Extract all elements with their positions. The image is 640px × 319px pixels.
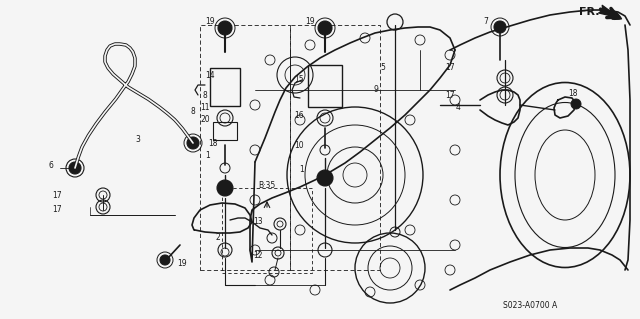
Text: 16: 16 <box>294 110 304 120</box>
Text: 3: 3 <box>136 136 140 145</box>
Circle shape <box>494 21 506 33</box>
Circle shape <box>69 162 81 174</box>
Bar <box>308 65 342 107</box>
Bar <box>222 188 312 273</box>
Text: 1: 1 <box>300 166 304 174</box>
Text: 15: 15 <box>294 76 304 85</box>
Text: 17: 17 <box>52 205 62 214</box>
Text: 20: 20 <box>200 115 210 124</box>
Text: B·35: B·35 <box>259 181 276 189</box>
Bar <box>290 25 380 270</box>
Text: 4: 4 <box>455 103 460 113</box>
Text: 17: 17 <box>445 91 455 100</box>
Circle shape <box>187 137 199 149</box>
Text: 13: 13 <box>253 218 263 226</box>
Text: 19: 19 <box>205 18 215 26</box>
Text: 7: 7 <box>483 18 488 26</box>
Circle shape <box>160 255 170 265</box>
Circle shape <box>317 170 333 186</box>
Text: 1: 1 <box>205 151 210 160</box>
Text: 14: 14 <box>205 70 215 79</box>
Text: 6: 6 <box>48 160 53 169</box>
Text: 19: 19 <box>305 18 315 26</box>
Text: 5: 5 <box>380 63 385 72</box>
Text: 18: 18 <box>209 138 218 147</box>
Text: 19: 19 <box>177 258 187 268</box>
Text: 8: 8 <box>202 91 207 100</box>
Text: 2: 2 <box>216 233 220 241</box>
Text: 17: 17 <box>445 63 455 72</box>
Bar <box>200 25 290 270</box>
Circle shape <box>318 21 332 35</box>
Text: S023-A0700 A: S023-A0700 A <box>503 300 557 309</box>
Bar <box>213 122 237 140</box>
Text: FR.: FR. <box>579 7 600 17</box>
Text: 17: 17 <box>52 190 62 199</box>
Circle shape <box>217 180 233 196</box>
Circle shape <box>571 99 581 109</box>
Bar <box>210 68 240 106</box>
Text: 11: 11 <box>200 103 210 113</box>
Text: 8: 8 <box>190 108 195 116</box>
Text: 18: 18 <box>568 90 577 99</box>
Text: 12: 12 <box>253 250 263 259</box>
Text: 10: 10 <box>294 140 304 150</box>
Circle shape <box>218 21 232 35</box>
Text: 9: 9 <box>373 85 378 94</box>
